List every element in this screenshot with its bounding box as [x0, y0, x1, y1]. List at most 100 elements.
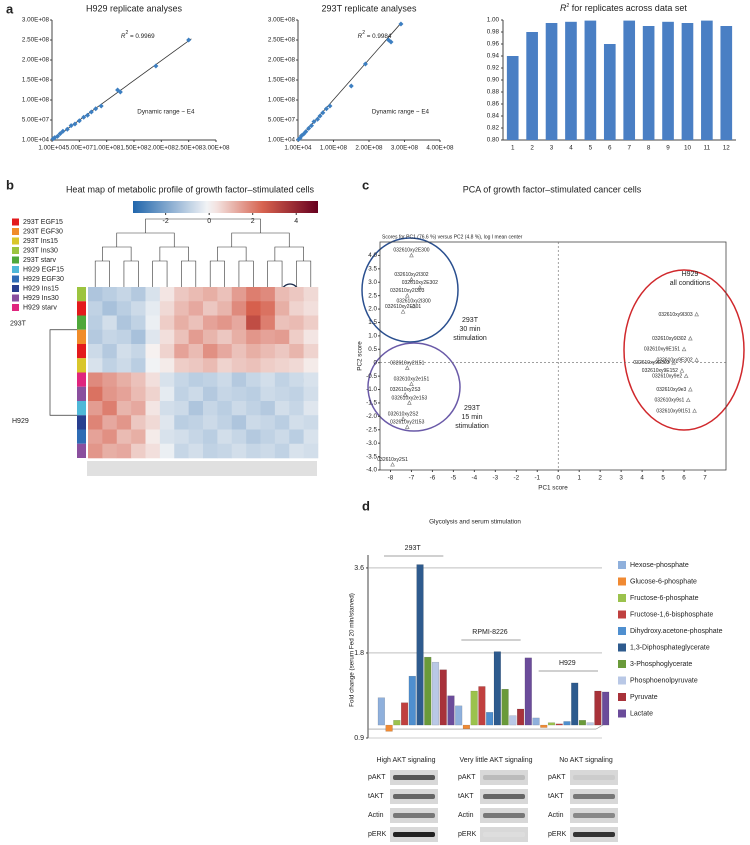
heat-cell	[102, 386, 118, 402]
heat-cell	[289, 443, 304, 459]
point	[320, 110, 326, 116]
heat-cell	[145, 315, 161, 331]
point	[88, 109, 94, 115]
x-tick-label: 1.50E+08	[120, 145, 148, 152]
x-tick-label: 1	[577, 475, 581, 482]
heat-cell	[260, 329, 276, 345]
point	[311, 119, 317, 125]
point	[404, 365, 410, 370]
point-label: 032610xy2S1	[377, 457, 408, 463]
y-tick-label: 0.90	[487, 77, 500, 84]
heat-cell	[231, 443, 247, 459]
heat-cell	[289, 429, 304, 445]
legend-swatch	[618, 577, 626, 586]
heat-cell	[217, 329, 233, 345]
legend-swatch	[618, 561, 626, 569]
heat-cell	[231, 429, 247, 445]
blot-label: pAKT	[368, 774, 386, 781]
y-tick-label: -2.5	[366, 426, 377, 433]
x-tick-label: 2.00E+08	[355, 145, 383, 152]
heat-cell	[188, 372, 204, 388]
point	[85, 112, 91, 118]
heat-cell	[188, 415, 204, 430]
bar	[431, 661, 440, 726]
heat-cell	[116, 415, 132, 430]
cluster-ellipse	[623, 269, 745, 431]
heat-cell	[102, 358, 118, 373]
heat-cell	[231, 301, 247, 316]
heat-cell	[188, 315, 204, 331]
panel-label: c	[362, 177, 369, 192]
heat-cell	[88, 329, 103, 345]
heat-cell	[88, 415, 103, 430]
blot-band	[483, 775, 525, 780]
heat-cell	[303, 329, 319, 345]
legend-label: 3-Phosphoglycerate	[630, 661, 692, 668]
heat-cell	[116, 401, 132, 416]
x-tick-label: 8	[647, 145, 651, 152]
heat-cell	[217, 315, 233, 331]
bar	[563, 721, 571, 726]
heat-cell	[260, 401, 276, 416]
heat-cell	[131, 415, 146, 430]
heat-cell	[289, 315, 304, 331]
heat-cell	[131, 301, 146, 316]
annotation: 293T	[462, 317, 479, 324]
bar	[470, 690, 478, 726]
legend-swatch	[12, 266, 19, 273]
point-label: 032610xy9E151	[644, 347, 680, 353]
heat-cell	[116, 386, 132, 402]
heat-cell	[116, 315, 132, 331]
x-tick-label: 6	[608, 145, 612, 152]
heat-cell	[231, 287, 247, 302]
x-tick-label: 1.00E+08	[93, 145, 121, 152]
annotation: stimulation	[455, 423, 489, 430]
heat-cell	[102, 443, 118, 459]
y-tick-label: -1.5	[366, 400, 377, 407]
x-tick-label: 1.00E+04	[284, 145, 312, 152]
heat-cell	[231, 372, 247, 388]
heat-cell	[274, 329, 290, 345]
panel-label: d	[362, 498, 370, 513]
heat-cell	[260, 386, 276, 402]
symbol: R	[560, 3, 567, 13]
blot-label: Actin	[368, 812, 384, 819]
y-tick-label: 0.88	[487, 89, 500, 96]
heat-cell	[159, 358, 175, 373]
heat-cell	[102, 315, 118, 331]
annotation: 30 min	[459, 326, 480, 333]
heat-cell	[303, 386, 319, 402]
r-squared: R2 = 0.9984	[358, 30, 392, 39]
y-tick-label: 1.50E+08	[22, 77, 50, 84]
x-tick-label: 0	[556, 475, 560, 482]
legend-swatch	[618, 693, 626, 701]
y-tick-label: -4.0	[366, 467, 377, 474]
heat-cell	[145, 386, 161, 402]
symbol: R	[358, 33, 363, 40]
point	[409, 381, 414, 386]
heat-cell	[174, 301, 189, 316]
dendrogram	[152, 260, 168, 287]
heat-cell	[217, 344, 233, 359]
heat-cell	[203, 443, 218, 459]
heat-cell	[203, 301, 218, 316]
y-tick-label: 0.80	[487, 137, 500, 144]
heat-cell	[131, 344, 146, 359]
blot-label: pAKT	[548, 774, 566, 781]
y-tick-label: 0.5	[368, 346, 377, 353]
heat-cell	[131, 358, 146, 373]
x-tick-label: 2	[530, 145, 534, 152]
heat-cell	[188, 344, 204, 359]
legend-label: H929 Ins30	[23, 295, 59, 302]
point-label: 032610xy9I151	[656, 408, 690, 414]
heat-cell	[116, 429, 132, 445]
bar	[462, 724, 471, 730]
heat-cell	[145, 287, 161, 302]
point	[400, 309, 406, 314]
heat-cell	[303, 415, 319, 430]
heat-cell	[145, 415, 161, 430]
point	[60, 128, 66, 134]
colorbar-label: 4	[294, 218, 298, 225]
blot-label: pERK	[548, 831, 567, 838]
plot-frame	[379, 241, 727, 471]
